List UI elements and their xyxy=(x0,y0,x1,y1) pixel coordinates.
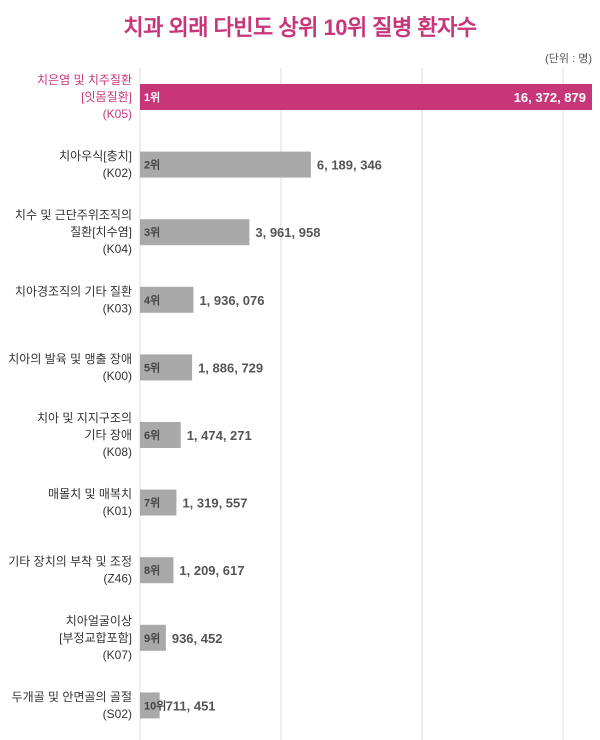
value-label: 1, 886, 729 xyxy=(198,360,263,375)
rank-label: 2위 xyxy=(144,159,160,172)
value-label: 1, 319, 557 xyxy=(182,496,247,511)
bar xyxy=(140,624,166,651)
value-label: 936, 452 xyxy=(172,631,223,646)
bar xyxy=(140,354,193,381)
category-label: 치아경조직의 기타 질환 (K03) xyxy=(15,284,132,315)
unit-label: (단위 : 명) xyxy=(545,53,592,65)
category-label: 매몰치 및 매복치 (K01) xyxy=(48,487,132,518)
value-label: 3, 961, 958 xyxy=(255,225,320,240)
rank-label: 9위 xyxy=(144,632,160,645)
category-label: 치아우식[충치] (K02) xyxy=(59,149,132,180)
rank-label: 10위 xyxy=(144,699,166,712)
bar xyxy=(140,219,250,246)
value-label: 1, 936, 076 xyxy=(199,293,264,308)
value-label: 16, 372, 879 xyxy=(514,90,586,105)
category-label: 치아의 발육 및 맹출 장애 (K00) xyxy=(8,352,132,383)
rank-label: 7위 xyxy=(144,497,160,510)
category-label: 치은염 및 치주질환 [잇몸질환] (K05) xyxy=(37,73,132,121)
value-label: 6, 189, 346 xyxy=(317,158,382,173)
bar xyxy=(140,422,181,448)
rank-label: 1위 xyxy=(144,91,160,104)
category-label: 두개골 및 안면골의 골절 (S02) xyxy=(12,690,132,721)
category-label: 기타 장치의 부착 및 조정 (Z46) xyxy=(8,555,132,586)
bar xyxy=(140,151,311,178)
rank-label: 8위 xyxy=(144,564,160,577)
rank-label: 3위 xyxy=(144,226,160,239)
rank-label: 6위 xyxy=(144,429,160,442)
rank-label: 4위 xyxy=(144,294,160,307)
bar xyxy=(140,489,177,516)
bar xyxy=(140,692,160,719)
rank-label: 5위 xyxy=(144,361,160,374)
category-label: 치아 및 지지구조의 기타 장애 (K08) xyxy=(37,411,132,459)
value-label: 1, 209, 617 xyxy=(179,563,244,578)
value-label: 711, 451 xyxy=(166,698,216,713)
chart-title: 치과 외래 다빈도 상위 10위 질병 환자수 xyxy=(123,15,477,40)
bar xyxy=(140,557,174,584)
bar xyxy=(140,286,194,313)
value-label: 1, 474, 271 xyxy=(187,428,252,443)
category-label: 치아얼굴이상 [부정교합포함] (K07) xyxy=(59,614,132,662)
bar xyxy=(140,84,592,110)
category-label: 치수 및 근단주위조직의 질환[치수염] (K04) xyxy=(15,208,132,256)
